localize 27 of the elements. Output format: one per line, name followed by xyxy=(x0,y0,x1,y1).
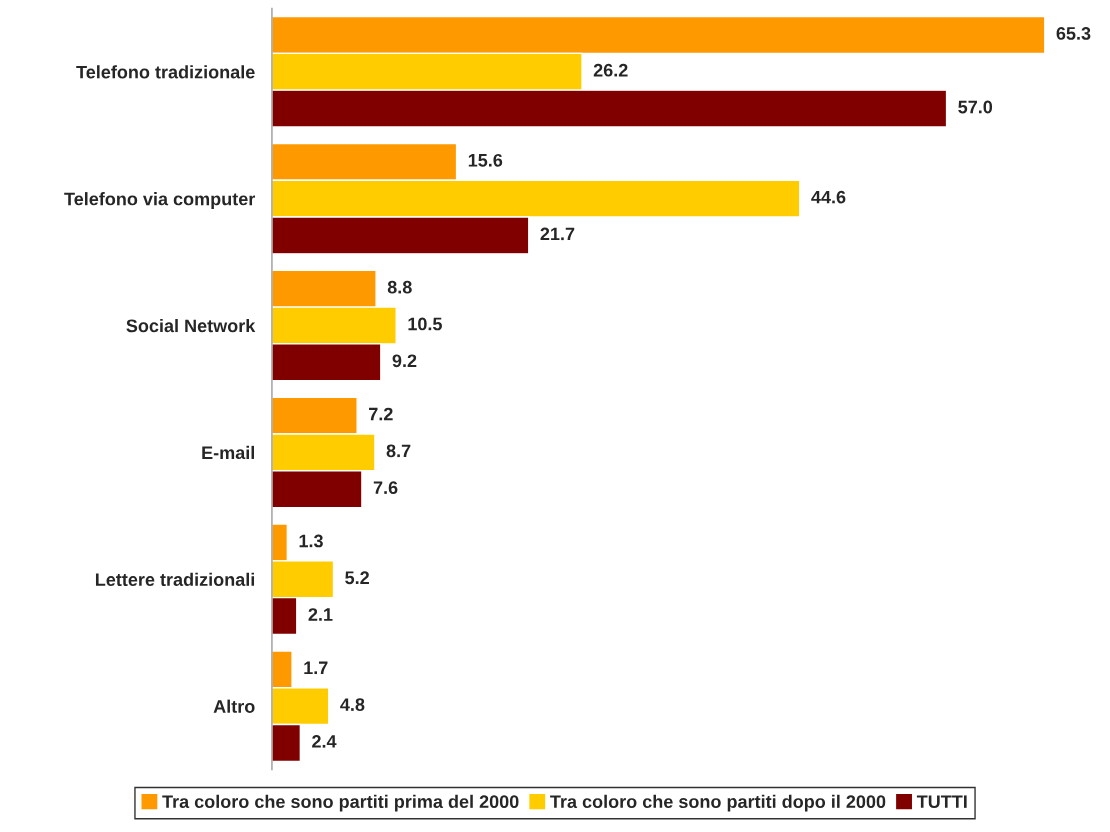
legend-label: Tra coloro che sono partiti prima del 2000 xyxy=(162,794,519,812)
data-label: 1.3 xyxy=(299,534,323,548)
y-tick-label: Telefono tradizionale xyxy=(76,65,255,79)
data-label: 9.2 xyxy=(392,354,417,368)
data-label: 65.3 xyxy=(1056,27,1091,40)
data-label: 1.7 xyxy=(304,661,328,675)
legend-label: Tra coloro che sono partiti dopo il 2000 xyxy=(550,794,886,812)
data-label: 15.6 xyxy=(468,153,503,167)
data-label: 44.6 xyxy=(811,190,846,204)
data-label: 4.8 xyxy=(340,698,365,712)
data-label: 26.2 xyxy=(593,63,628,77)
y-tick-label: Lettere tradizionali xyxy=(95,572,255,586)
y-tick-label: E-mail xyxy=(202,445,255,460)
y-tick-label: Telefono via computer xyxy=(64,192,256,209)
data-label: 7.2 xyxy=(369,407,393,421)
data-label: 8.8 xyxy=(387,280,412,294)
data-label: 21.7 xyxy=(540,227,575,241)
data-label: 7.6 xyxy=(373,481,398,495)
data-label: 2.1 xyxy=(308,608,333,621)
data-label: 5.2 xyxy=(345,571,369,585)
data-label: 57.0 xyxy=(958,100,993,114)
legend-label: TUTTI xyxy=(916,795,967,809)
data-label: 2.4 xyxy=(312,735,337,748)
data-label: 10.5 xyxy=(408,317,442,331)
y-tick-label: Altro xyxy=(213,699,255,713)
y-tick-label: Social Network xyxy=(126,318,256,333)
data-label: 8.7 xyxy=(386,444,411,458)
